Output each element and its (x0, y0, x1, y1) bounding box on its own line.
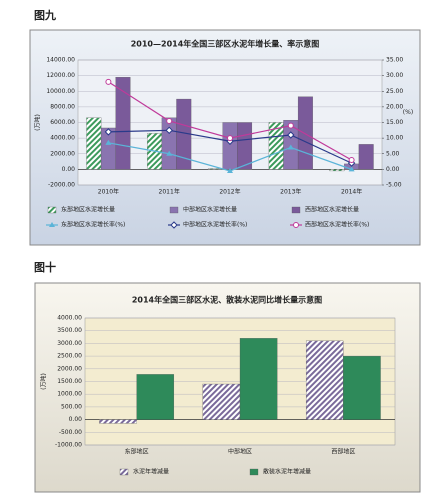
y2-tick-label: 15.00 (386, 119, 403, 126)
bar (161, 117, 177, 170)
y-tick-label: 1500.00 (57, 378, 82, 385)
legend-label: 西部地区水泥增长率(%) (305, 221, 369, 229)
bar (239, 338, 278, 420)
y-tick-label: 1000.00 (57, 391, 82, 398)
line-marker (227, 167, 233, 173)
y-tick-label: 10000.00 (46, 88, 75, 95)
line-marker (166, 117, 173, 124)
line-marker (104, 128, 113, 136)
bar (99, 419, 137, 424)
line-marker (287, 144, 294, 150)
legend-label: 东部地区水泥增长量 (61, 206, 115, 214)
chart-title: 2010—2014年全国三部区水泥年增长量、率示意图 (131, 39, 320, 49)
bar (136, 374, 175, 420)
bar (358, 144, 374, 170)
y-tick-label: 2500.00 (57, 353, 82, 360)
legend-swatch (249, 468, 259, 476)
y2-tick-label: 5.00 (386, 150, 400, 157)
legend-marker (293, 222, 299, 228)
y2-tick-label: 0.00 (386, 166, 400, 173)
y-tick-label: 500.00 (61, 403, 82, 410)
legend-label: 西部地区水泥增长量 (305, 206, 359, 214)
y-tick-label: 0.00 (62, 166, 76, 173)
x-tick-label: 2013年 (280, 188, 301, 196)
y2-tick-label: 25.00 (386, 88, 403, 95)
bar (329, 169, 345, 172)
line-marker (165, 126, 173, 135)
line-marker (166, 150, 173, 156)
legend-label: 散装水泥年增减量 (263, 468, 311, 476)
legend-swatch (291, 206, 301, 214)
x-tick-label: 2010年 (98, 188, 119, 196)
y-tick-label: 3500.00 (57, 327, 82, 334)
y-axis-label: (万吨) (34, 114, 42, 131)
y2-tick-label: 10.00 (386, 135, 403, 142)
x-tick-label: 中部地区 (228, 448, 252, 456)
y-tick-label: -500.00 (59, 429, 82, 436)
line-marker (227, 135, 233, 142)
line-marker (348, 157, 355, 163)
y-axis-label: (万吨) (40, 373, 48, 390)
y2-axis-label: (%) (403, 109, 413, 116)
x-tick-label: 2011年 (159, 188, 180, 196)
y-tick-label: 3000.00 (57, 340, 82, 347)
y2-tick-label: 20.00 (386, 103, 403, 110)
line-marker (287, 122, 294, 129)
line-marker (105, 139, 112, 145)
bar (305, 340, 344, 420)
y-tick-label: 0.00 (69, 416, 83, 423)
figure-label: 图十 (34, 260, 56, 274)
line-marker (105, 78, 112, 85)
legend-label: 中部地区水泥增长率(%) (183, 221, 247, 229)
x-tick-label: 东部地区 (125, 448, 149, 456)
y-tick-label: 2000.00 (57, 365, 82, 372)
x-tick-label: 西部地区 (331, 448, 355, 456)
line-marker (348, 166, 355, 172)
legend-swatch (47, 206, 57, 214)
y-tick-label: 4000.00 (57, 315, 82, 322)
x-tick-label: 2014年 (341, 188, 362, 196)
legend-label: 东部地区水泥增长率(%) (61, 221, 125, 229)
figure-label: 图九 (34, 8, 56, 22)
y2-tick-label: 35.00 (386, 57, 403, 64)
y-tick-label: -1000.00 (55, 442, 82, 449)
y2-tick-label: -5.00 (386, 182, 402, 189)
y2-tick-label: 30.00 (386, 72, 403, 79)
bar (297, 96, 313, 170)
legend-swatch (169, 206, 179, 214)
legend-marker (49, 222, 55, 227)
bar (237, 122, 253, 170)
y-tick-label: -2000.00 (48, 182, 75, 189)
y-tick-label: 8000.00 (50, 103, 75, 110)
bar (202, 383, 241, 420)
y-tick-label: 2000.00 (50, 150, 75, 157)
y-tick-label: 6000.00 (50, 119, 75, 126)
legend-marker (170, 221, 178, 229)
x-tick-label: 2012年 (219, 188, 240, 196)
bar (222, 122, 238, 170)
y-tick-label: 14000.00 (46, 57, 75, 64)
y-tick-label: 4000.00 (50, 135, 75, 142)
legend-label: 中部地区水泥增长量 (183, 206, 237, 214)
legend-label: 水泥年增减量 (133, 468, 169, 476)
y-tick-label: 12000.00 (46, 72, 75, 79)
bar (343, 355, 381, 420)
legend-swatch (119, 468, 129, 476)
chart-title: 2014年全国三部区水泥、散装水泥同比增长量示意图 (132, 295, 322, 305)
line-marker (287, 131, 295, 139)
bar (86, 117, 102, 170)
